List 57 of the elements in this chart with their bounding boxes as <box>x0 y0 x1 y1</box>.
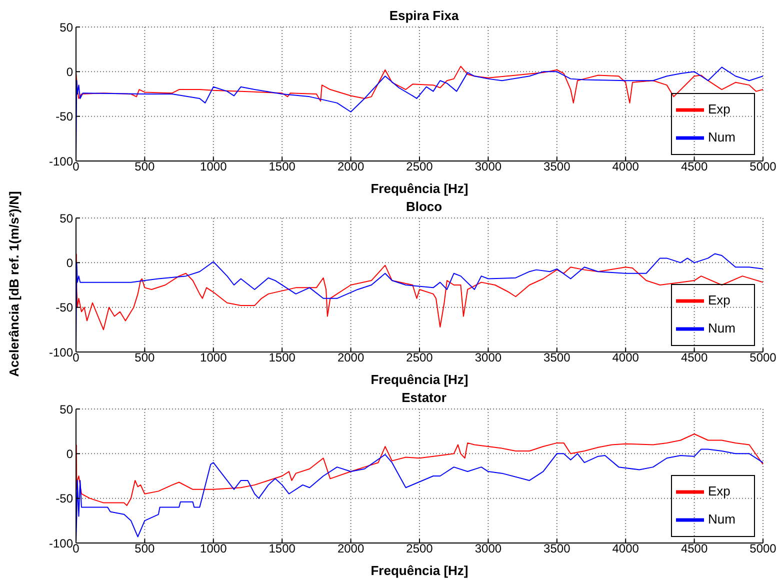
y-tick-label: -100 <box>48 536 74 550</box>
x-tick-label: 500 <box>134 350 156 365</box>
x-tick-label: 1000 <box>200 350 228 365</box>
legend-label: Exp <box>708 483 730 498</box>
x-tick-label: 1500 <box>268 542 296 556</box>
legend-label: Num <box>708 511 736 526</box>
chart-title: Espira Fixa <box>389 8 459 23</box>
x-tick-label: 1000 <box>200 160 228 174</box>
x-tick-label: 2500 <box>406 350 434 365</box>
x-tick-label: 3000 <box>474 350 502 365</box>
x-tick-label: 1500 <box>268 350 296 365</box>
x-tick-label: 3000 <box>474 542 502 556</box>
y-tick-label: -50 <box>56 110 74 124</box>
x-tick-label: 4500 <box>680 350 708 365</box>
y-tick-label: 50 <box>60 402 74 416</box>
x-tick-label: 2000 <box>337 542 364 556</box>
x-tick-label: 5000 <box>750 542 777 556</box>
y-tick-label: -100 <box>48 345 74 360</box>
chart-title: Estator <box>402 390 446 405</box>
chart-title: Bloco <box>406 199 442 214</box>
x-tick-label: 500 <box>134 160 156 174</box>
x-axis-title: Frequência [Hz] <box>370 372 468 387</box>
y-tick-label: -50 <box>56 300 74 315</box>
x-tick-label: 2000 <box>337 160 364 174</box>
x-tick-label: 500 <box>134 542 156 556</box>
x-tick-label: 4500 <box>680 160 708 174</box>
legend-label: Exp <box>708 292 730 308</box>
x-tick-label: 4500 <box>680 542 708 556</box>
x-tick-label: 4000 <box>612 160 640 174</box>
x-tick-label: 5000 <box>750 160 777 174</box>
line-series <box>76 66 763 104</box>
line-series <box>76 434 763 506</box>
x-tick-label: 2000 <box>337 350 364 365</box>
y-axis-title: Acelerância [dB ref. 1(m/s²)/N] <box>6 191 22 377</box>
x-tick-label: 3000 <box>474 160 502 174</box>
legend-label: Num <box>708 320 736 336</box>
x-tick-label: 4000 <box>612 542 640 556</box>
x-tick-label: 2500 <box>406 160 434 174</box>
x-axis-title: Frequência [Hz] <box>370 563 468 578</box>
x-tick-label: 1000 <box>200 542 228 556</box>
y-tick-label: 50 <box>60 20 74 34</box>
x-tick-label: 4000 <box>612 350 640 365</box>
legend-label: Exp <box>708 101 730 116</box>
y-tick-label: 50 <box>60 211 74 226</box>
x-tick-label: 3500 <box>544 160 571 174</box>
y-tick-label: 0 <box>66 256 74 270</box>
x-tick-label: 5000 <box>750 350 777 365</box>
x-tick-label: 1500 <box>268 160 296 174</box>
x-tick-label: 2500 <box>406 542 434 556</box>
y-tick-label: 0 <box>66 446 74 461</box>
x-tick-label: 3500 <box>544 542 571 556</box>
y-tick-label: -100 <box>48 154 74 168</box>
y-tick-label: 0 <box>66 64 74 79</box>
y-tick-label: -50 <box>56 492 74 506</box>
x-tick-label: 3500 <box>544 350 571 365</box>
x-axis-title: Frequência [Hz] <box>370 181 468 196</box>
legend-label: Num <box>708 129 736 144</box>
